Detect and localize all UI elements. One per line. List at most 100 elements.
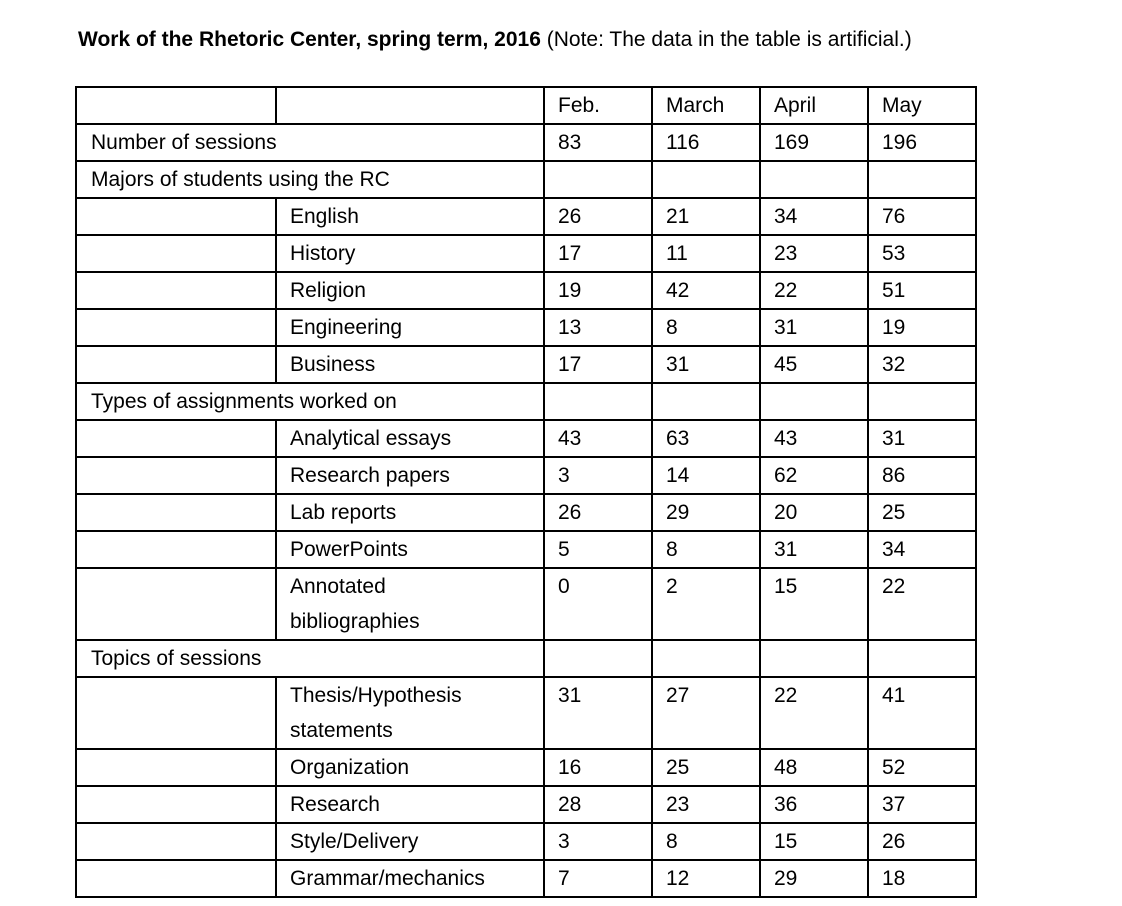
row: Research 28 23 36 37: [75, 785, 977, 824]
item-label: Religion: [290, 279, 366, 302]
item-cell: Annotated bibliographies: [275, 567, 545, 641]
value-cell: 32: [867, 345, 977, 384]
value-cell: 196: [867, 123, 977, 162]
row: Engineering 13 8 31 19: [75, 308, 977, 347]
item-label: Organization: [290, 756, 410, 779]
column-header: Feb.: [543, 86, 653, 125]
value-cell: 8: [651, 530, 761, 569]
column-header: March: [651, 86, 761, 125]
value-cell: 34: [759, 197, 869, 236]
value-cell: 3: [543, 822, 653, 861]
value-cell: 18: [867, 859, 977, 898]
value-cell: 22: [759, 271, 869, 310]
value-cell: 0: [543, 567, 653, 641]
cell: [275, 86, 545, 125]
row: Business 17 31 45 32: [75, 345, 977, 384]
cell: [75, 676, 277, 750]
cell: [759, 639, 869, 678]
item-cell: Research: [275, 785, 545, 824]
value-cell: 13: [543, 308, 653, 347]
row: Topics of sessions: [75, 639, 977, 678]
item-cell: Research papers: [275, 456, 545, 495]
value-cell: 14: [651, 456, 761, 495]
cell: [867, 639, 977, 678]
item-cell: History: [275, 234, 545, 273]
value-cell: 17: [543, 345, 653, 384]
value-cell: 22: [867, 567, 977, 641]
item-label: Business: [290, 353, 376, 376]
row: Grammar/mechanics 7 12 29 18: [75, 859, 977, 898]
column-header: April: [759, 86, 869, 125]
cell: [543, 160, 653, 199]
value-cell: 12: [651, 859, 761, 898]
item-label: Lab reports: [290, 501, 397, 524]
section-label: Topics of sessions: [75, 639, 545, 678]
value-cell: 31: [651, 345, 761, 384]
cell: [75, 234, 277, 273]
row: PowerPoints 5 8 31 34: [75, 530, 977, 569]
item-label: Research papers: [290, 464, 450, 487]
title: Work of the Rhetoric Center, spring term…: [78, 28, 912, 52]
cell: [75, 308, 277, 347]
row: Research papers 3 14 62 86: [75, 456, 977, 495]
cell: [75, 86, 277, 125]
value-cell: 26: [543, 197, 653, 236]
value-cell: 15: [759, 567, 869, 641]
title-note: (Note: The data in the table is artifici…: [546, 28, 912, 51]
value-cell: 26: [543, 493, 653, 532]
value-cell: 53: [867, 234, 977, 273]
value-cell: 3: [543, 456, 653, 495]
value-cell: 7: [543, 859, 653, 898]
row: Number of sessions 83 116 169 196: [75, 123, 977, 162]
value-cell: 31: [543, 676, 653, 750]
item-label: Annotated bibliographies: [290, 575, 420, 633]
item-cell: English: [275, 197, 545, 236]
value-cell: 34: [867, 530, 977, 569]
cell: [75, 456, 277, 495]
value-cell: 23: [651, 785, 761, 824]
value-cell: 48: [759, 748, 869, 787]
row: Majors of students using the RC: [75, 160, 977, 199]
value-cell: 37: [867, 785, 977, 824]
section-label: Types of assignments worked on: [75, 382, 545, 421]
cell: [651, 382, 761, 421]
row: Thesis/Hypothesis statements 31 27 22 41: [75, 676, 977, 750]
item-cell: Engineering: [275, 308, 545, 347]
section-label: Majors of students using the RC: [75, 160, 545, 199]
value-cell: 15: [759, 822, 869, 861]
value-cell: 31: [759, 530, 869, 569]
value-cell: 52: [867, 748, 977, 787]
value-cell: 25: [651, 748, 761, 787]
value-cell: 25: [867, 493, 977, 532]
cell: [543, 382, 653, 421]
value-cell: 42: [651, 271, 761, 310]
value-cell: 16: [543, 748, 653, 787]
value-cell: 62: [759, 456, 869, 495]
value-cell: 36: [759, 785, 869, 824]
section-label: Number of sessions: [75, 123, 545, 162]
row: Religion 19 42 22 51: [75, 271, 977, 310]
value-cell: 19: [543, 271, 653, 310]
value-cell: 2: [651, 567, 761, 641]
item-cell: Religion: [275, 271, 545, 310]
item-cell: Organization: [275, 748, 545, 787]
cell: [75, 822, 277, 861]
cell: [75, 493, 277, 532]
cell: [75, 748, 277, 787]
value-cell: 27: [651, 676, 761, 750]
value-cell: 11: [651, 234, 761, 273]
item-label: Engineering: [290, 316, 403, 339]
item-label: Research: [290, 793, 380, 816]
item-label: English: [290, 205, 359, 228]
row: Analytical essays 43 63 43 31: [75, 419, 977, 458]
value-cell: 86: [867, 456, 977, 495]
value-cell: 23: [759, 234, 869, 273]
cell: [75, 197, 277, 236]
value-cell: 169: [759, 123, 869, 162]
item-cell: Grammar/mechanics: [275, 859, 545, 898]
cell: [75, 530, 277, 569]
value-cell: 31: [867, 419, 977, 458]
table-body: Feb. March April May Number of sessions 83 116…: [75, 86, 977, 898]
cell: [75, 271, 277, 310]
item-cell: Lab reports: [275, 493, 545, 532]
